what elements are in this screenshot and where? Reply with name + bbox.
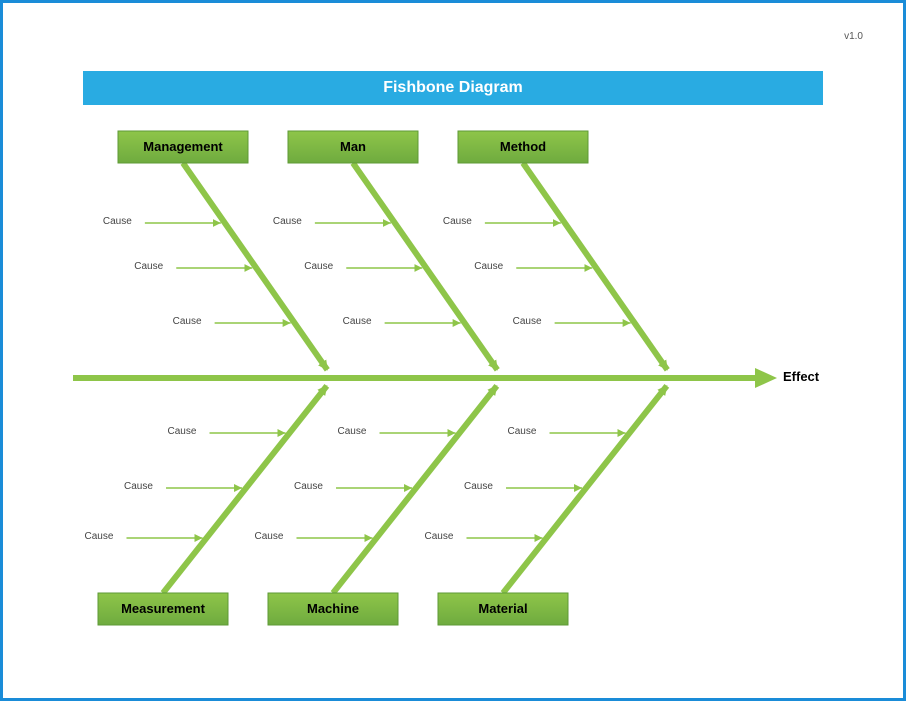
cause-label: Cause — [338, 426, 367, 437]
fishbone-diagram: Management Cause Cause Cause Man Cause Cause Ca… — [43, 113, 863, 653]
diagram-svg — [43, 113, 863, 653]
version-label: v1.0 — [844, 31, 863, 42]
category-box: Machine — [268, 593, 398, 625]
cause-label: Cause — [508, 426, 537, 437]
cause-label: Cause — [273, 216, 302, 227]
cause-label: Cause — [304, 261, 333, 272]
category-box: Management — [118, 131, 248, 163]
cause-label: Cause — [168, 426, 197, 437]
cause-label: Cause — [513, 316, 542, 327]
category-box: Material — [438, 593, 568, 625]
title-bar: Fishbone Diagram — [83, 71, 823, 105]
category-box: Method — [458, 131, 588, 163]
cause-label: Cause — [84, 531, 113, 542]
cause-label: Cause — [343, 316, 372, 327]
effect-label: Effect — [783, 369, 819, 384]
category-box: Man — [288, 131, 418, 163]
category-box: Measurement — [98, 593, 228, 625]
cause-label: Cause — [173, 316, 202, 327]
cause-label: Cause — [254, 531, 283, 542]
cause-label: Cause — [474, 261, 503, 272]
page-frame: v1.0 Fishbone Diagram Management Cause Cau… — [0, 0, 906, 701]
cause-label: Cause — [294, 481, 323, 492]
cause-label: Cause — [464, 481, 493, 492]
cause-label: Cause — [443, 216, 472, 227]
cause-label: Cause — [424, 531, 453, 542]
cause-label: Cause — [103, 216, 132, 227]
cause-label: Cause — [134, 261, 163, 272]
cause-label: Cause — [124, 481, 153, 492]
